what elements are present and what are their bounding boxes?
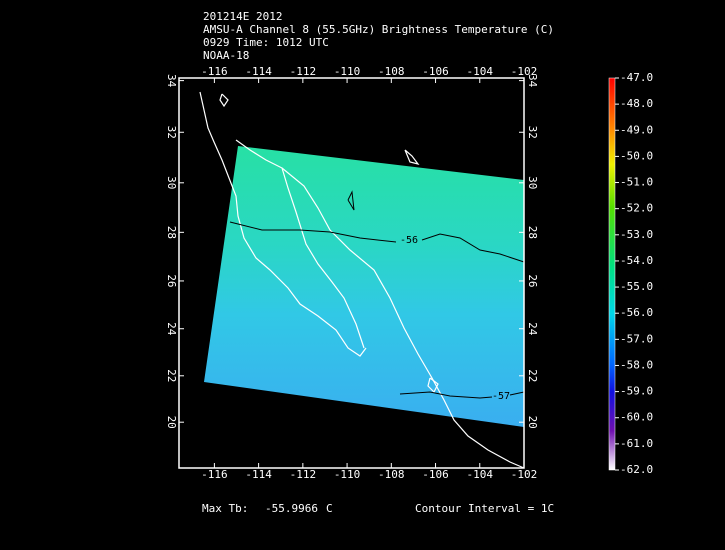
y-tick-label: 22 [165,369,178,382]
x-tick-label: -110 [334,468,361,481]
contour-label: -57 [492,391,510,402]
colorbar [608,77,616,471]
colorbar-tick-label: -49.0 [620,123,653,136]
x-tick-label: -104 [467,468,494,481]
colorbar-tick-label: -58.0 [620,358,653,371]
x-tick-label: -116 [201,65,228,78]
y-tick-label: 20 [526,416,539,429]
colorbar-tick-label: -53.0 [620,228,653,241]
island [404,149,420,165]
island [219,93,229,108]
island [427,377,439,394]
x-tick-label: -102 [511,468,538,481]
axes: -116 -116 -114 -114 -112 -112 -110 -110 -108 -108… [165,65,539,481]
x-tick-label: -102 [511,65,538,78]
colorbar-tick-label: -62.0 [620,463,653,476]
coastline [199,91,367,357]
contour-line [229,221,397,243]
y-tick-label: 26 [526,274,539,287]
max-value: -55.9966 [265,502,318,515]
x-tick-label: -110 [334,65,361,78]
contours [229,190,525,399]
data-swath [204,146,524,427]
header: 201214E 2012 AMSU-A Channel 8 (55.5GHz) … [203,10,554,62]
x-tick-label: -116 [201,468,228,481]
x-tick-label: -114 [245,468,272,481]
colorbar-tick-label: -56.0 [620,306,653,319]
contour-line [421,233,525,263]
x-tick-label: -106 [422,65,449,78]
max-label: Max Tb: [202,502,248,515]
contour-line [399,391,493,399]
colorbar-tick-label: -57.0 [620,332,653,345]
colorbar-tick-label: -55.0 [620,280,653,293]
x-tick-label: -112 [290,468,317,481]
map-frame [178,77,525,469]
contour-interval: Contour Interval = 1C [415,502,554,515]
x-tick-label: -108 [378,468,405,481]
contour-line [509,391,525,396]
y-tick-label: 26 [165,274,178,287]
y-tick-label: 32 [165,126,178,139]
y-tick-label: 34 [165,74,178,88]
y-tick-label: 30 [526,176,539,189]
header-line: NOAA-18 [203,49,249,62]
y-tick-label: 30 [165,176,178,189]
unit: C [326,502,333,515]
colorbar-tick-label: -59.0 [620,385,653,398]
coastline [281,167,525,469]
y-tick-label: 32 [526,126,539,139]
x-tick-label: -106 [422,468,449,481]
y-tick-label: 20 [165,416,178,429]
x-tick-label: -114 [245,65,272,78]
colorbar-tick-label: -50.0 [620,149,653,162]
y-tick-label: 34 [526,74,539,88]
x-tick-label: -112 [290,65,317,78]
colorbar-tick-label: -60.0 [620,411,653,424]
y-tick-label: 24 [526,322,539,336]
y-tick-label: 28 [165,226,178,239]
y-tick-label: 22 [526,369,539,382]
contour-line [347,190,355,211]
colorbar-tick-label: -61.0 [620,437,653,450]
header-line: AMSU-A Channel 8 (55.5GHz) Brightness Te… [203,23,554,36]
colorbar-tick-label: -54.0 [620,254,653,267]
y-tick-label: 28 [526,226,539,239]
y-tick-label: 24 [165,322,178,336]
header-line: 0929 Time: 1012 UTC [203,36,329,49]
x-tick-label: -108 [378,65,405,78]
x-tick-label: -104 [467,65,494,78]
header-line: 201214E 2012 [203,10,282,23]
colorbar-tick-label: -52.0 [620,202,653,215]
colorbar-tick-label: -51.0 [620,176,653,189]
contour-label: -56 [400,235,418,246]
colorbar-ticks: -47.0 -48.0 -49.0 -50.0 -51.0 -52.0 -53.0 -54.0… [615,71,653,476]
colorbar-tick-label: -48.0 [620,97,653,110]
colorbar-tick-label: -47.0 [620,71,653,84]
footer: Max Tb: -55.9966 C Contour Interval = 1C [202,502,554,515]
coastline [199,91,525,469]
coastline [235,139,365,349]
